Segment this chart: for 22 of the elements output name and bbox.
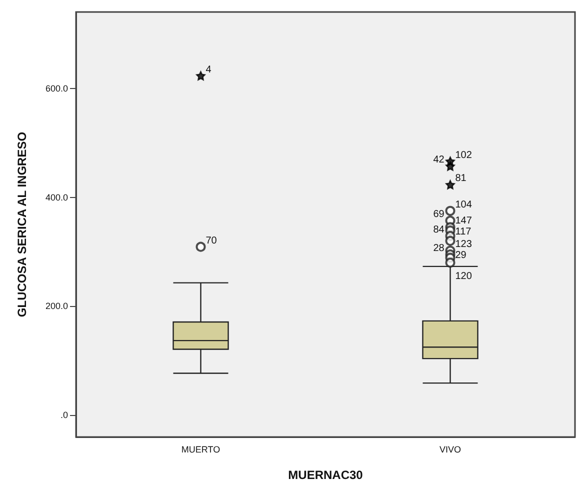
annotation: 28 bbox=[433, 242, 445, 254]
annotation: 29 bbox=[455, 250, 467, 262]
annotation: 70 bbox=[206, 235, 218, 246]
y-tick-label: 200.0 bbox=[45, 301, 68, 312]
y-axis-title: GLUCOSA SERICA AL INGRESO bbox=[15, 132, 29, 318]
annotation: 120 bbox=[455, 271, 472, 282]
annotation: 123 bbox=[455, 239, 472, 250]
x-tick-label: MUERTO bbox=[181, 444, 220, 454]
y-tick-label: 600.0 bbox=[45, 83, 68, 94]
annotation: 42 bbox=[433, 154, 445, 166]
y-tick-label: .0 bbox=[60, 410, 68, 420]
annotation: 104 bbox=[455, 199, 472, 210]
annotation: 102 bbox=[455, 150, 472, 161]
x-tick-label: VIVO bbox=[439, 444, 462, 454]
annotation: 69 bbox=[433, 209, 445, 220]
annotation: 84 bbox=[433, 224, 445, 236]
x-axis-title: MUERNAC30 bbox=[288, 468, 364, 482]
annotation: 147 bbox=[455, 216, 472, 227]
y-tick-label: 400.0 bbox=[45, 192, 68, 202]
annotation: 81 bbox=[455, 173, 467, 184]
annotation: 117 bbox=[455, 226, 472, 238]
annotation: 4 bbox=[206, 64, 212, 76]
